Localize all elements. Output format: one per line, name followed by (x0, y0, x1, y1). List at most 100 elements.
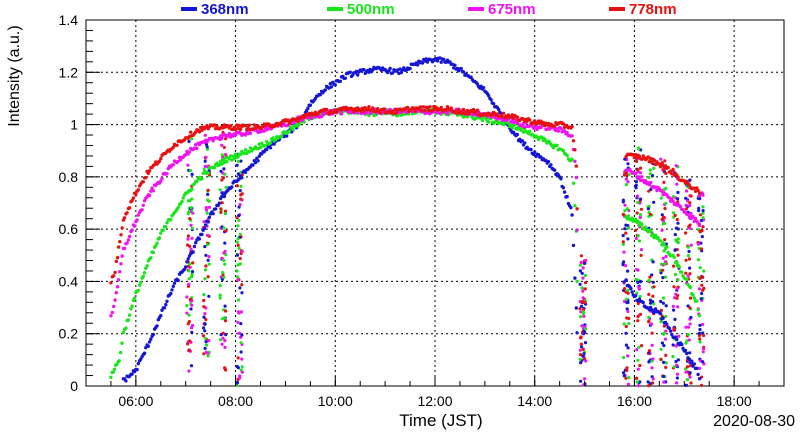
scatter-dot (206, 192, 210, 196)
data-point-500nm (677, 265, 681, 269)
scatter-dot (673, 272, 678, 277)
data-point-368nm (453, 63, 457, 67)
series-368nm (121, 56, 702, 383)
data-point-368nm (185, 260, 189, 264)
scatter-dot (187, 369, 191, 373)
data-point-368nm (217, 201, 222, 205)
data-point-778nm (657, 162, 662, 166)
data-point-500nm (302, 120, 306, 124)
scatter-dot (638, 197, 643, 201)
scatter-dot (185, 311, 189, 315)
scatter-dot (636, 280, 640, 284)
scatter-dot (223, 339, 227, 343)
data-point-368nm (486, 93, 491, 98)
scatter-dot (625, 207, 629, 211)
scatter-dot (634, 228, 638, 232)
data-point-778nm (528, 118, 532, 122)
data-point-778nm (212, 123, 217, 127)
scatter-dot (671, 343, 675, 347)
data-point-368nm (169, 291, 173, 296)
scatter-dot (201, 334, 206, 338)
scatter-dot (634, 277, 638, 281)
scatter-dot (675, 287, 679, 291)
scatter-dot (202, 220, 206, 224)
data-point-778nm (697, 191, 702, 195)
scatter-dot (626, 162, 630, 166)
scatter-dot (236, 356, 240, 360)
scatter-dot (673, 213, 677, 217)
scatter-dot (203, 322, 207, 326)
data-point-778nm (412, 106, 416, 110)
data-point-675nm (575, 228, 579, 232)
scatter-dot (650, 343, 654, 347)
data-point-368nm (442, 57, 446, 62)
scatter-dot (672, 264, 676, 268)
scatter-dot (636, 384, 641, 388)
scatter-dot (207, 339, 211, 343)
data-point-368nm (164, 302, 168, 307)
data-point-778nm (189, 130, 193, 134)
data-point-675nm (573, 159, 577, 163)
scatter-dot (664, 353, 668, 357)
scatter-dot (204, 253, 208, 257)
data-point-778nm (378, 110, 382, 115)
data-point-778nm (430, 108, 435, 113)
data-point-368nm (151, 332, 155, 337)
scatter-dot (202, 305, 206, 309)
scatter-dot (621, 233, 625, 238)
data-point-778nm (635, 156, 639, 160)
data-point-368nm (569, 205, 573, 210)
data-point-368nm (420, 61, 425, 65)
scatter-dot (580, 300, 584, 304)
scatter-dot (647, 315, 651, 319)
scatter-dot (684, 271, 688, 275)
data-point-368nm (533, 150, 537, 154)
data-point-368nm (683, 348, 688, 353)
data-point-778nm (243, 123, 248, 128)
scatter-dot (625, 307, 629, 311)
data-point-778nm (418, 105, 422, 109)
scatter-dot (660, 268, 665, 272)
scatter-dot (688, 204, 692, 208)
data-point-368nm (308, 103, 313, 107)
data-point-675nm (565, 130, 569, 135)
scatter-dot (647, 292, 651, 296)
scatter-dot (579, 342, 584, 346)
scatter-dot (624, 324, 628, 329)
data-point-778nm (570, 124, 574, 129)
scatter-dot (190, 303, 194, 307)
y-tick-label: 0.8 (59, 169, 79, 185)
scatter-dot (580, 345, 584, 349)
scatter-dot (697, 287, 702, 291)
scatter-dot (237, 218, 241, 222)
data-point-778nm (238, 127, 243, 132)
data-point-500nm (480, 118, 485, 123)
data-point-778nm (175, 143, 179, 147)
scatter-dot (646, 380, 650, 384)
data-point-675nm (697, 223, 702, 228)
scatter-dot (647, 278, 651, 283)
data-point-500nm (176, 205, 180, 210)
scatter-dot (238, 189, 242, 193)
data-point-500nm (145, 264, 149, 268)
data-point-368nm (147, 340, 152, 344)
scatter-dot (579, 379, 583, 383)
data-point-500nm (195, 179, 199, 184)
scatter-dot (685, 189, 689, 193)
scatter-dot (698, 337, 702, 341)
data-point-368nm (197, 237, 202, 241)
scatter-dot (662, 180, 666, 184)
scatter-dot (701, 211, 705, 215)
scatter-dot (623, 203, 627, 207)
scatter-dot (583, 327, 588, 331)
data-point-500nm (142, 271, 147, 275)
scatter-dot (701, 350, 705, 354)
data-point-500nm (640, 222, 644, 226)
scatter-dot (688, 322, 692, 326)
scatter-dot (647, 384, 651, 388)
data-point-675nm (187, 150, 192, 154)
data-point-778nm (692, 186, 696, 190)
data-point-500nm (139, 280, 143, 285)
scatter-dot (206, 354, 210, 358)
data-point-368nm (230, 185, 234, 189)
